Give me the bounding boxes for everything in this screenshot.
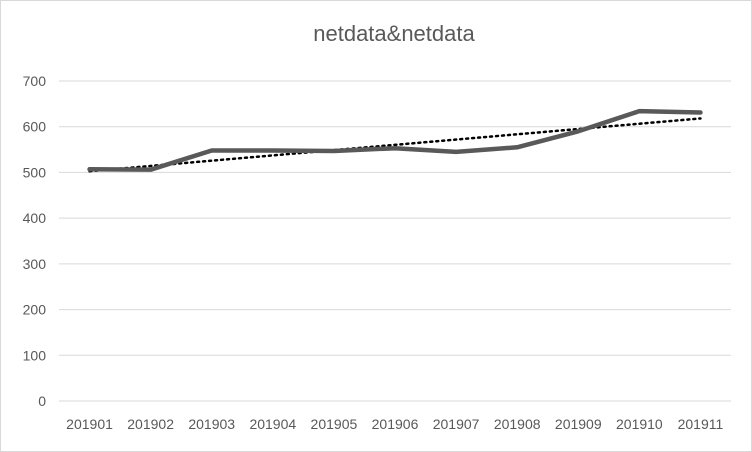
x-tick-label: 201901 [66,416,113,432]
chart-title: netdata&netdata [313,21,475,46]
x-tick-label: 201907 [433,416,480,432]
y-axis-ticks: 0 100 200 300 400 500 600 700 [23,73,47,409]
y-tick-label: 100 [23,347,47,363]
gridlines [59,80,731,402]
x-tick-label: 201905 [311,416,358,432]
x-tick-label: 201911 [678,416,724,432]
x-tick-label: 201906 [372,416,419,432]
x-tick-label: 201908 [494,416,541,432]
series-line [87,108,703,172]
y-tick-label: 400 [23,210,47,226]
y-tick-label: 0 [38,393,46,409]
series-layer [87,108,703,172]
trendline-layer [88,117,702,173]
x-tick-label: 201910 [616,416,663,432]
y-tick-label: 700 [23,73,47,89]
y-tick-label: 200 [23,302,47,318]
x-axis-ticks: 201901 201902 201903 201904 201905 201906 2019… [66,416,723,432]
trendline [88,117,702,173]
x-tick-label: 201902 [127,416,174,432]
x-tick-label: 201904 [249,416,296,432]
x-tick-label: 201903 [188,416,235,432]
x-tick-label: 201909 [555,416,602,432]
y-tick-label: 300 [23,256,47,272]
y-tick-label: 600 [23,119,47,135]
y-tick-label: 500 [23,164,47,180]
